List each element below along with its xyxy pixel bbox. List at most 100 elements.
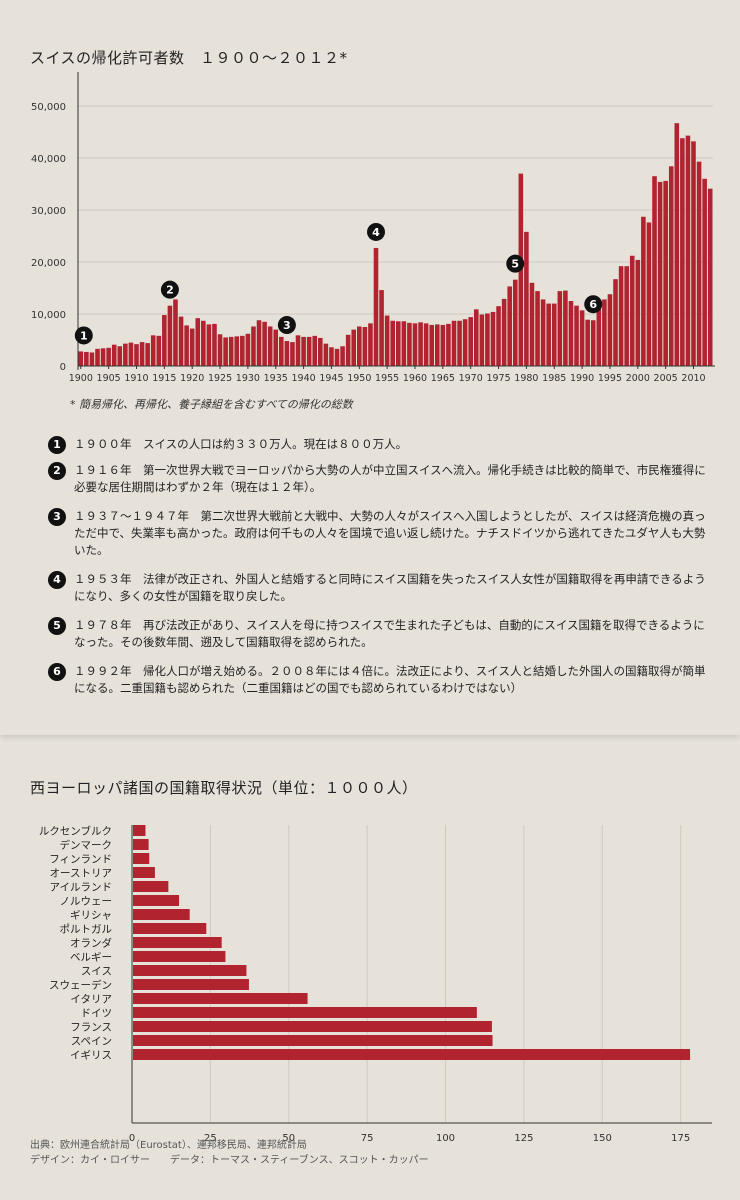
bar (702, 178, 707, 366)
annotation-circle (506, 254, 525, 273)
x-tick-label: 1955 (375, 373, 399, 384)
category-label: スペイン (71, 1036, 112, 1048)
source-credits: 出典：欧州連合統計局（Eurostat）、連邦移民局、連邦統計局 デザイン：カイ… (30, 1138, 429, 1168)
bar (707, 188, 713, 366)
note-text: １９１６年 第一次世界大戦でヨーロッパから大勢の人が中立国スイスへ流入。帰化手続… (74, 463, 706, 494)
bar (133, 1007, 477, 1018)
bar (479, 314, 485, 366)
bar (117, 346, 123, 366)
bar (412, 323, 418, 366)
x-tick-label: 1915 (152, 373, 176, 384)
x-tick-label: 2000 (626, 373, 650, 384)
x-tick-label: 100 (436, 1133, 455, 1144)
y-tick-label: 50,000 (31, 102, 66, 113)
bar (295, 335, 301, 366)
bar (641, 216, 646, 366)
bar (579, 310, 585, 366)
annotation-marker: 2 (160, 280, 179, 299)
category-label: ベルギー (70, 952, 112, 964)
x-tick-label: 75 (361, 1133, 374, 1144)
bar (345, 334, 351, 366)
bar (279, 336, 284, 366)
bar (401, 321, 407, 366)
bar (262, 321, 267, 366)
bottom-panel: 0 25 50 75 100 125 150 175 ルクセンブルク デンマーク フィンランド オース… (0, 745, 740, 1200)
bar (618, 266, 624, 366)
bar (251, 326, 256, 366)
note-item: 5 １９７８年 再び法改正があり、スイス人を母に持つスイスで生まれた子どもは、自… (48, 617, 716, 651)
x-tick-label: 175 (671, 1133, 690, 1144)
note-badge: 5 (48, 617, 66, 635)
bar (629, 255, 635, 366)
x-tick-label: 125 (514, 1133, 533, 1144)
annotation-marker: 1 (74, 326, 93, 345)
bar (290, 342, 295, 366)
bar (490, 311, 496, 366)
bar (602, 299, 607, 366)
bar (696, 161, 702, 366)
note-text: １９７８年 再び法改正があり、スイス人を母に持つスイスで生まれた子どもは、自動的… (74, 618, 705, 649)
bar (173, 299, 178, 366)
annotation-number: 4 (372, 226, 380, 239)
x-tick-label: 1970 (459, 373, 483, 384)
bar (134, 344, 139, 366)
bar (133, 1021, 492, 1032)
annotation-circle (584, 295, 603, 314)
bar (418, 322, 423, 366)
bar (78, 351, 84, 366)
bar (596, 307, 602, 366)
bar (133, 867, 155, 878)
bar (206, 324, 212, 366)
x-tick-label: 50 (282, 1133, 295, 1144)
annotation-number: 5 (511, 258, 519, 271)
bar (323, 343, 329, 366)
y-tick-label: 20,000 (31, 258, 66, 269)
bar (563, 290, 568, 366)
note-item: 3 １９３７～１９４７年 第二次世界大戦前と大戦中、大勢の人々がスイスへ入国しよ… (48, 508, 716, 559)
annotation-circle (367, 222, 386, 241)
bar (462, 319, 468, 366)
bar (668, 166, 674, 366)
bar (334, 348, 340, 366)
bar (568, 301, 574, 366)
bar (551, 303, 557, 366)
bar (184, 325, 189, 366)
x-tick-label: 1960 (403, 373, 427, 384)
bar (557, 291, 563, 366)
bar (457, 320, 462, 366)
bar (240, 335, 245, 366)
x-tick-label: 1945 (319, 373, 343, 384)
note-badge: 6 (48, 663, 66, 681)
bar (473, 309, 479, 366)
bar (607, 294, 613, 366)
bar (150, 335, 156, 366)
category-label: オーストリア (50, 868, 112, 880)
annotation-circle (74, 326, 93, 345)
bar (529, 282, 535, 366)
bar (212, 323, 217, 366)
bar (440, 324, 446, 366)
x-tick-label: 2010 (681, 373, 705, 384)
category-label: フィンランド (49, 854, 112, 866)
annotation-number: 3 (283, 319, 291, 332)
x-tick-label: 1905 (97, 373, 121, 384)
bar (368, 323, 373, 366)
bar (379, 290, 384, 366)
x-tick-label: 1990 (570, 373, 594, 384)
bar (95, 348, 100, 366)
bar (635, 259, 641, 366)
bar (139, 342, 145, 366)
bar (312, 335, 318, 366)
bar (84, 351, 89, 366)
category-label: ポルトガル (60, 924, 113, 936)
x-tick-label: 2005 (654, 373, 678, 384)
bar (624, 266, 629, 366)
annotation-marker: 3 (277, 316, 296, 335)
note-text: １９９２年 帰化人口が増え始める。２００８年には４倍に。法改正により、スイス人と… (74, 664, 706, 695)
bar (123, 343, 128, 366)
note-badge: 4 (48, 571, 66, 589)
x-tick-label: 25 (204, 1133, 217, 1144)
bar (429, 324, 434, 366)
bar (318, 337, 323, 366)
bar (133, 825, 146, 836)
